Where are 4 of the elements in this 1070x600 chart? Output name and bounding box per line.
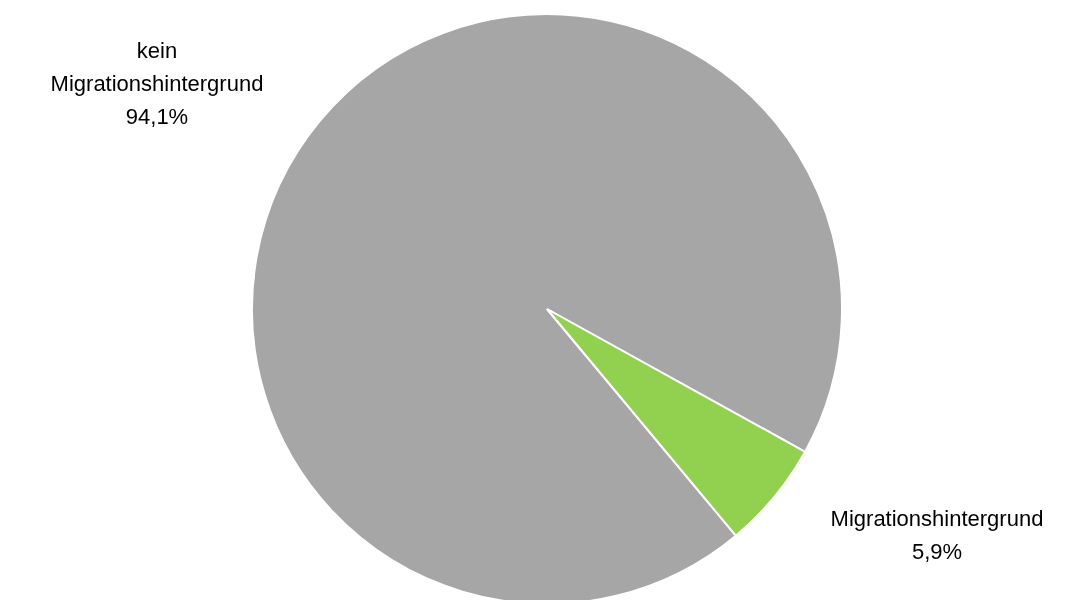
- slice-label: Migrationshintergrund: [830, 505, 1044, 531]
- data-label: 5,9%: [911, 538, 963, 564]
- data-label: 94,1%: [125, 103, 189, 129]
- slice-label: kein Migrationshintergrund: [50, 37, 264, 96]
